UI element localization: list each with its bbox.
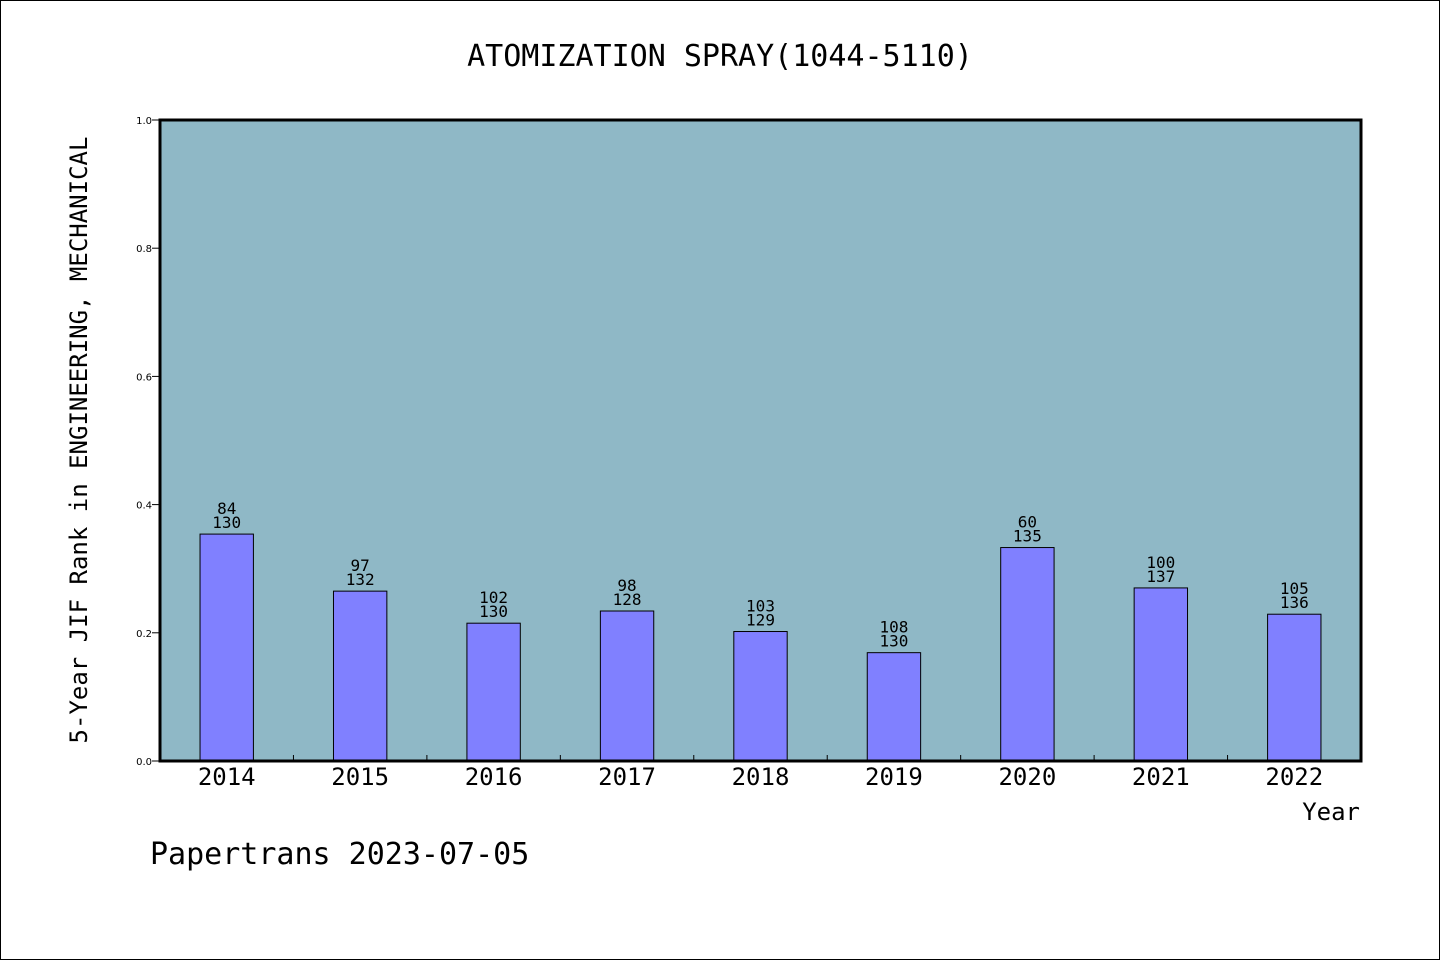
bar-rank-label: 103 <box>746 597 775 616</box>
bar-2015 <box>332 590 388 762</box>
y-tick-label: 1.0 <box>136 116 152 127</box>
bar-total-label: 128 <box>613 590 642 609</box>
bar-total-label: 130 <box>879 632 908 651</box>
x-tick-label: 2015 <box>331 763 389 791</box>
bar-rank-label: 108 <box>879 618 908 637</box>
bar-rank-label: 105 <box>1280 579 1309 598</box>
y-axis-label: 5-Year JIF Rank in ENGINEERING, MECHANIC… <box>65 137 93 744</box>
bar-total-label: 132 <box>346 570 375 589</box>
bar-2021 <box>1133 587 1189 762</box>
x-tick-label: 2017 <box>598 763 656 791</box>
y-tick-label: 0.4 <box>136 501 152 512</box>
y-tick-label: 0.6 <box>136 372 152 383</box>
bar-total-label: 130 <box>212 513 241 532</box>
footer-credit: Papertrans 2023-07-05 <box>150 837 529 872</box>
bar-total-label: 135 <box>1013 527 1042 546</box>
y-tick-label: 0.8 <box>136 244 152 255</box>
bar-rank-label: 60 <box>1018 513 1037 532</box>
bar-total-label: 130 <box>479 602 508 621</box>
x-tick-label: 2020 <box>998 763 1056 791</box>
bar-2014 <box>199 533 254 762</box>
y-tick-label: 0.0 <box>136 757 152 768</box>
bar-2018 <box>733 631 788 762</box>
bar-2022 <box>1267 613 1322 762</box>
bar-rank-label: 100 <box>1146 553 1175 572</box>
bar-rank-label: 98 <box>617 576 636 595</box>
bar-2020 <box>1000 547 1055 762</box>
x-axis: 2014 2015 2016 2017 2018 2019 2020 2021 2022 <box>198 755 1323 791</box>
x-tick-label: 2019 <box>865 763 923 791</box>
y-tick-label: 0.2 <box>136 629 152 640</box>
y-axis: 0.0 0.2 0.4 0.6 0.8 1.0 <box>136 116 160 768</box>
bar-total-label: 129 <box>746 611 775 630</box>
bar-2017 <box>599 610 655 762</box>
x-tick-label: 2016 <box>465 763 523 791</box>
bar-2016 <box>466 622 521 762</box>
bar-2019 <box>866 652 922 762</box>
x-axis-label: Year <box>1302 798 1360 826</box>
chart-title: ATOMIZATION SPRAY(1044-5110) <box>467 39 973 74</box>
bar-rank-label: 84 <box>217 499 236 518</box>
x-tick-label: 2022 <box>1265 763 1323 791</box>
x-tick-label: 2018 <box>732 763 790 791</box>
bar-total-label: 136 <box>1280 593 1309 612</box>
x-tick-label: 2021 <box>1132 763 1190 791</box>
plot-border <box>158 118 1363 763</box>
bar-total-label: 137 <box>1146 567 1175 586</box>
bar-rank-label: 97 <box>351 556 370 575</box>
x-tick-label: 2014 <box>198 763 256 791</box>
bar-rank-label: 102 <box>479 588 508 607</box>
